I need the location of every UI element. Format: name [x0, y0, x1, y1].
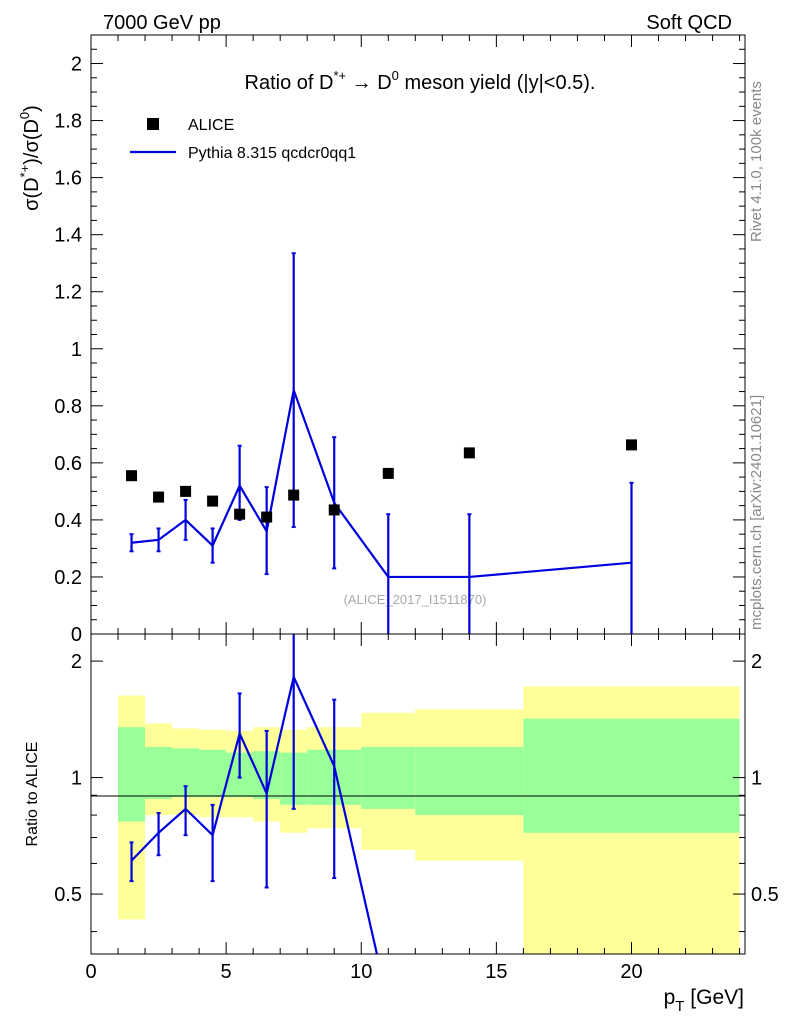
x-axis-label: pT [GeV]	[664, 986, 744, 1015]
main-y-tick-label: 0.2	[54, 567, 82, 589]
main-y-tick-label: 1.2	[54, 282, 82, 304]
data-point-alice	[180, 485, 192, 497]
data-point-alice	[153, 491, 165, 503]
ratio-series	[129, 634, 379, 954]
legend: ALICE Pythia 8.315 qcdcr0qq1	[130, 117, 356, 162]
x-tick-label: 15	[485, 961, 507, 983]
main-y-tick-label: 0	[71, 624, 82, 646]
main-y-tick-label: 0.4	[54, 510, 82, 532]
data-point-alice	[126, 470, 138, 482]
main-y-tick-label: 1.6	[54, 168, 82, 190]
analysis-watermark: (ALICE_2017_I1511870)	[344, 592, 487, 607]
x-tick-labels: 0 5 10 15 20	[85, 961, 642, 983]
main-y-tick-label: 1	[71, 339, 82, 361]
data-point-alice	[463, 447, 475, 459]
x-tick-label: 5	[221, 961, 232, 983]
ratio-y-tick-label-right: 1	[751, 768, 762, 790]
main-y-tick-label: 1.8	[54, 111, 82, 133]
legend-label-mc: Pythia 8.315 qcdcr0qq1	[188, 145, 356, 162]
energy-label: 7000 GeV pp	[103, 12, 221, 34]
process-label: Soft QCD	[646, 12, 732, 34]
data-point-alice	[625, 439, 637, 451]
band-inner-0	[118, 727, 146, 822]
main-y-tick-label: 0.6	[54, 453, 82, 475]
main-y-tick-label: 0.8	[54, 396, 82, 418]
ratio-y-tick-label: 2	[71, 651, 82, 673]
legend-data-marker	[147, 118, 159, 130]
band-inner-1	[145, 746, 173, 800]
data-point-alice	[288, 489, 300, 501]
mcplots-label: mcplots.cern.ch [arXiv:2401.10621]	[748, 395, 765, 630]
x-tick-label: 20	[620, 961, 642, 983]
rivet-label: Rivet 4.1.0, 100k events	[748, 81, 765, 242]
data-point-alice	[207, 495, 219, 507]
main-y-tick-label: 1.4	[54, 225, 82, 247]
main-series	[126, 252, 637, 634]
legend-label-data: ALICE	[188, 117, 234, 134]
data-point-alice	[234, 508, 246, 520]
band-inner-8	[361, 746, 416, 809]
main-title: Ratio of D*+ → D0 meson yield (|y|<0.5).	[245, 68, 596, 94]
ratio-y-tick-label: 1	[71, 768, 82, 790]
main-y-axis-label: σ(D*+)/σ(D0)	[17, 105, 43, 211]
data-point-alice	[382, 467, 394, 479]
ratio-plot-frame	[90, 633, 746, 955]
ratio-uncertainty-bands	[118, 686, 740, 954]
ratio-y-axis-label: Ratio to ALICE	[24, 742, 41, 847]
ratio-y-tick-label: 0.5	[54, 884, 82, 906]
ratio-y-tick-label-right: 2	[751, 651, 762, 673]
x-tick-label: 10	[350, 961, 372, 983]
main-y-tick-labels: 0 0.2 0.4 0.6 0.8 1 1.2 1.4 1.6 1.8 2	[54, 54, 82, 646]
band-inner-9	[415, 746, 524, 816]
band-inner-3	[199, 749, 227, 798]
ratio-y-tick-label-right: 0.5	[751, 884, 779, 906]
mc-main-line	[131, 385, 632, 579]
data-point-alice	[261, 511, 273, 523]
band-inner-10	[523, 718, 740, 833]
ratio-y-tick-labels: 0.5 0.5 1 1 2 2	[54, 651, 779, 906]
main-y-tick-label: 2	[71, 54, 82, 76]
data-point-alice	[328, 504, 340, 516]
x-tick-label: 0	[85, 961, 96, 983]
main-axis-ticks	[90, 34, 745, 635]
